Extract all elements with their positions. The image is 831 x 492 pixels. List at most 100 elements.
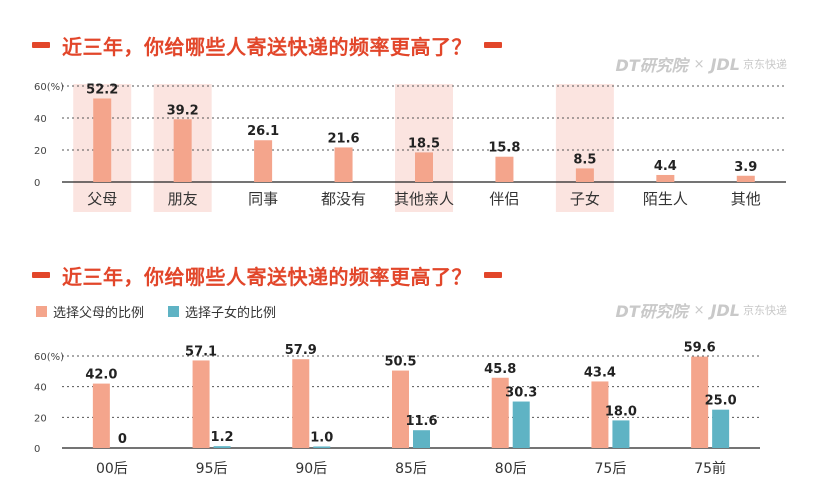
bar <box>192 360 210 448</box>
chart-panel-2: 近三年，你给哪些人寄送快递的频率更高了？ 选择父母的比例 选择子女的比例 DT研… <box>0 246 831 492</box>
data-label: 25.0 <box>705 394 737 409</box>
data-label: 18.0 <box>605 404 637 419</box>
legend-swatch-parents <box>36 306 47 317</box>
brand-separator: × <box>693 302 705 318</box>
data-label: 18.5 <box>408 136 440 151</box>
chart-2-title-row: 近三年，你给哪些人寄送快递的频率更高了？ <box>32 258 502 292</box>
bar <box>691 356 709 448</box>
x-tick-label: 00后 <box>96 461 128 477</box>
bar <box>591 381 609 448</box>
title-dash-right <box>484 42 502 48</box>
bar <box>491 377 509 448</box>
y-tick-label: 20 <box>34 413 47 424</box>
data-label: 52.2 <box>86 82 118 97</box>
x-tick-label: 90后 <box>295 461 327 477</box>
x-tick-label: 95后 <box>196 461 228 477</box>
data-label: 26.1 <box>247 124 279 139</box>
y-tick-label: 60(%) <box>34 82 64 93</box>
title-dash-left <box>32 272 50 278</box>
data-label: 3.9 <box>734 160 757 175</box>
data-label: 8.5 <box>573 152 596 167</box>
chart-2-title: 近三年，你给哪些人寄送快递的频率更高了？ <box>62 264 472 289</box>
brand-watermark-2: DT研究院 × JDL 京东快递 <box>615 298 787 322</box>
chart-1-svg: 0 20 40 60(%) 52.2 父母 39.2 朋友 26.1 同事 21.6 都没有 18.5 其… <box>34 82 786 212</box>
bar <box>254 140 273 182</box>
data-label: 21.6 <box>328 131 360 146</box>
legend-label-children: 选择子女的比例 <box>185 306 277 321</box>
data-label: 57.1 <box>185 344 217 359</box>
data-label: 45.8 <box>484 362 516 377</box>
data-label: 43.4 <box>584 365 616 380</box>
data-label: 30.3 <box>505 386 537 401</box>
brand-dt: DT研究院 <box>615 302 688 321</box>
data-label: 4.4 <box>654 159 677 174</box>
bar <box>575 168 594 182</box>
data-label: 59.6 <box>684 341 716 356</box>
data-label: 11.6 <box>405 414 437 429</box>
bar <box>92 383 110 448</box>
y-tick-label: 40 <box>34 114 47 125</box>
bar <box>292 359 310 448</box>
x-tick-label: 伴侣 <box>489 190 519 208</box>
legend-item-parents: 选择父母的比例 <box>36 302 144 321</box>
title-dash-right <box>484 272 502 278</box>
bar <box>334 147 353 182</box>
x-tick-label: 其他 <box>731 190 761 208</box>
x-tick-label: 都没有 <box>321 190 366 208</box>
bar <box>656 174 675 182</box>
title-dash-left <box>32 42 50 48</box>
data-label: 1.0 <box>310 430 333 445</box>
chart-panel-1: 近三年，你给哪些人寄送快递的频率更高了？ DT研究院 × JDL 京东快递 0 2… <box>32 28 787 212</box>
y-tick-label: 60(%) <box>34 352 64 363</box>
data-label: 1.2 <box>211 430 234 445</box>
x-tick-label: 同事 <box>248 190 278 208</box>
bar <box>612 420 630 448</box>
legend-swatch-children <box>168 306 180 317</box>
bar <box>736 175 755 182</box>
brand-jdl: JDL <box>710 54 740 74</box>
bar <box>495 156 514 182</box>
bar <box>93 98 112 182</box>
brand-jdl-sub: 京东快递 <box>743 304 787 317</box>
category-highlight <box>395 84 453 212</box>
data-label: 57.9 <box>285 343 317 358</box>
bar <box>173 119 192 182</box>
brand-dt: DT研究院 <box>615 56 688 75</box>
x-tick-label: 75前 <box>694 460 726 477</box>
data-label: 0 <box>118 432 127 447</box>
x-tick-label: 父母 <box>87 190 117 208</box>
chart-1-title-row: 近三年，你给哪些人寄送快递的频率更高了？ <box>32 28 502 62</box>
chart-2-svg: 0 20 40 60(%) 42.0 0 00后 57.1 1.2 95后 57.9 1.0 90后 50… <box>34 341 760 477</box>
x-tick-label: 子女 <box>570 190 600 208</box>
bar <box>392 370 409 448</box>
x-tick-label: 其他亲人 <box>394 190 454 208</box>
brand-watermark-1: DT研究院 × JDL 京东快递 <box>615 52 787 76</box>
y-tick-label: 0 <box>34 444 40 455</box>
bar <box>712 409 730 448</box>
data-label: 39.2 <box>167 103 199 118</box>
x-tick-label: 陌生人 <box>643 190 688 208</box>
brand-jdl-sub: 京东快递 <box>743 58 787 71</box>
data-label: 42.0 <box>85 368 117 383</box>
x-tick-label: 80后 <box>495 461 527 477</box>
legend-item-children: 选择子女的比例 <box>168 302 276 321</box>
brand-jdl: JDL <box>710 300 740 320</box>
category-highlight <box>555 84 614 212</box>
y-tick-label: 0 <box>34 178 40 189</box>
y-tick-label: 40 <box>34 383 47 394</box>
bar <box>512 401 530 448</box>
data-label: 15.8 <box>488 141 520 156</box>
y-tick-label: 20 <box>34 146 47 157</box>
brand-separator: × <box>693 56 705 72</box>
x-tick-label: 朋友 <box>168 190 198 208</box>
x-tick-label: 75后 <box>595 461 627 477</box>
legend-label-parents: 选择父母的比例 <box>53 306 145 321</box>
chart-1-title: 近三年，你给哪些人寄送快递的频率更高了？ <box>62 34 472 59</box>
x-tick-label: 85后 <box>395 461 427 477</box>
chart-2-legend: 选择父母的比例 选择子女的比例 <box>36 302 300 321</box>
bar <box>213 446 231 448</box>
bar <box>313 446 331 448</box>
bar <box>413 430 430 448</box>
data-label: 50.5 <box>384 355 416 370</box>
bar <box>415 152 433 182</box>
